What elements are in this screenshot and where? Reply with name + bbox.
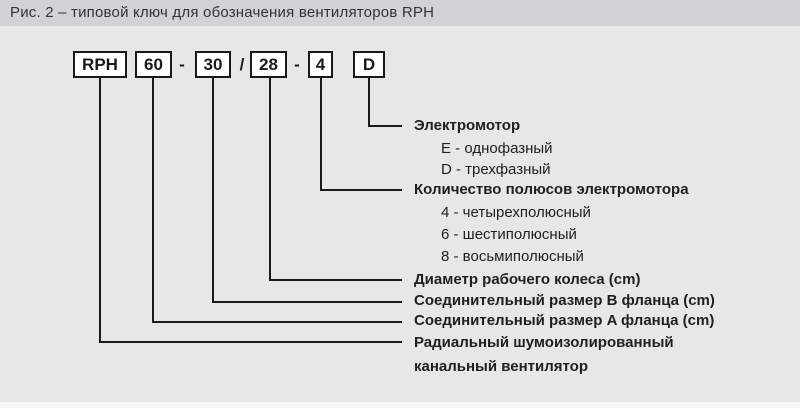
legend-item-three-phase: D - трехфазный bbox=[441, 161, 551, 178]
separator-dash-2: - bbox=[294, 55, 300, 74]
code-box-size-b: 30 bbox=[195, 51, 231, 78]
legend-label-electromotor: Электромотор bbox=[414, 117, 521, 134]
legend-label-flange-size-a: Соединительный размер A фланца (cm) bbox=[414, 312, 715, 329]
connector-fan-type bbox=[99, 77, 402, 343]
code-box-poles: 4 bbox=[308, 51, 333, 78]
connector-motor bbox=[368, 77, 402, 127]
legend-item-four-pole: 4 - четырехполюсный bbox=[441, 204, 591, 221]
connector-size-a bbox=[152, 77, 402, 323]
code-box-diameter: 28 bbox=[250, 51, 287, 78]
bottom-edge-strip bbox=[0, 402, 800, 408]
legend-label-impeller-diameter: Диаметр рабочего колеса (cm) bbox=[414, 271, 641, 288]
code-box-motor: D bbox=[353, 51, 385, 78]
connector-diameter bbox=[269, 77, 402, 281]
figure-caption: Рис. 2 – типовой ключ для обозначения ве… bbox=[0, 0, 800, 26]
separator-dash-1: - bbox=[179, 55, 185, 74]
legend-item-single-phase: E - однофазный bbox=[441, 140, 553, 157]
code-box-series: RPH bbox=[73, 51, 127, 78]
code-box-size-a: 60 bbox=[135, 51, 172, 78]
separator-slash: / bbox=[239, 55, 245, 74]
connector-poles bbox=[320, 77, 402, 191]
legend-label-flange-size-b: Соединительный размер B фланца (cm) bbox=[414, 292, 715, 309]
connector-size-b bbox=[212, 77, 402, 303]
legend-item-eight-pole: 8 - восьмиполюсный bbox=[441, 248, 584, 265]
legend-item-six-pole: 6 - шестиполюсный bbox=[441, 226, 577, 243]
legend-label-fan-type: Радиальный шумоизолированный канальный в… bbox=[414, 334, 674, 375]
legend-label-pole-count: Количество полюсов электромотора bbox=[414, 181, 689, 198]
